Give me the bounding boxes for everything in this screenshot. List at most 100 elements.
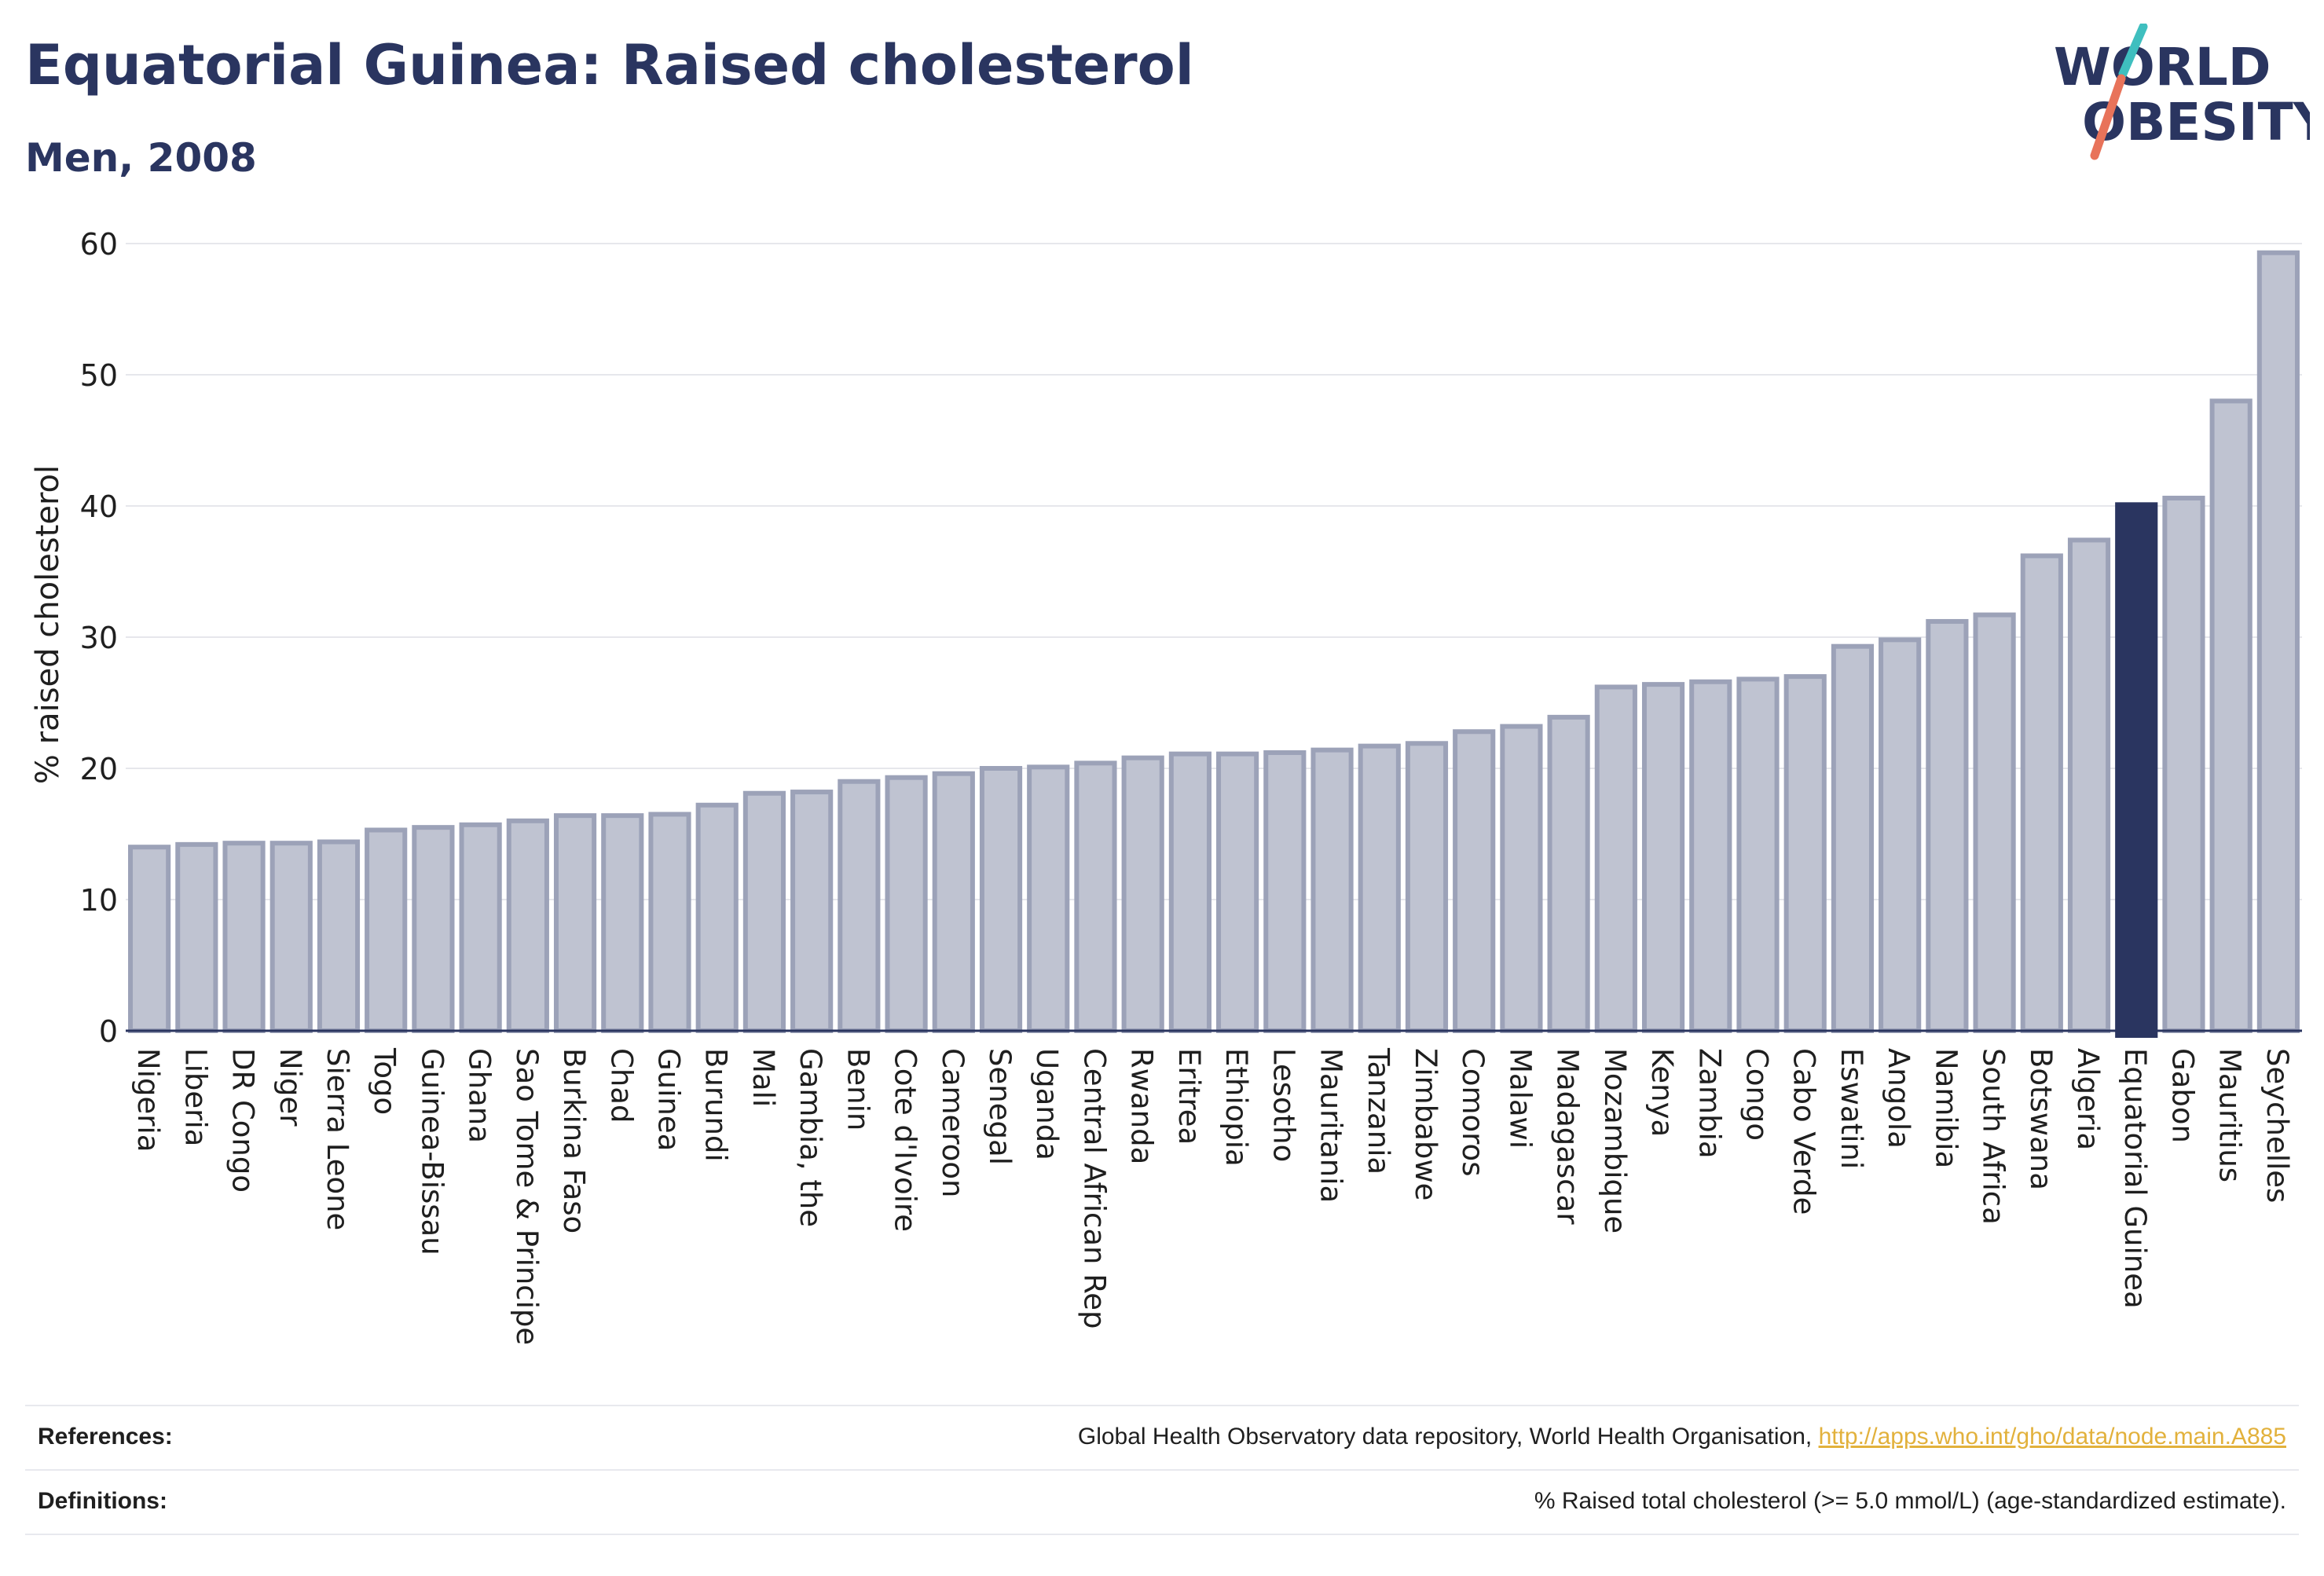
bar-zambia[interactable] — [1689, 679, 1732, 1034]
x-tick-label: Mozambique — [1598, 1048, 1632, 1233]
chart-subtitle: Men, 2008 — [25, 135, 257, 181]
bar-zimbabwe[interactable] — [1405, 741, 1449, 1034]
x-tick-label: Botswana — [2024, 1048, 2058, 1190]
bar-south-africa[interactable] — [1973, 612, 2016, 1033]
y-tick-label: 20 — [80, 752, 118, 786]
x-tick-label: Ghana — [463, 1048, 497, 1143]
x-tick-label: Kenya — [1645, 1048, 1679, 1137]
x-tick-label: Cabo Verde — [1787, 1048, 1821, 1215]
bar-guinea[interactable] — [648, 812, 691, 1033]
x-tick-label: Senegal — [983, 1048, 1017, 1165]
bar-cote-d-ivoire[interactable] — [885, 775, 928, 1033]
bar-eritrea[interactable] — [1168, 751, 1211, 1033]
bar-uganda[interactable] — [1027, 764, 1070, 1034]
x-tick-label: Angola — [1882, 1048, 1915, 1149]
logo-text-obesity: OBESITY — [2082, 92, 2310, 152]
bar-eswatini[interactable] — [1831, 643, 1875, 1033]
bar-congo[interactable] — [1736, 676, 1780, 1033]
x-tick-label: Nigeria — [131, 1048, 165, 1152]
x-tick-label: Congo — [1740, 1048, 1774, 1141]
bar-senegal[interactable] — [979, 766, 1023, 1033]
bar-nigeria[interactable] — [128, 845, 171, 1033]
references-value: Global Health Observatory data repositor… — [1078, 1424, 2286, 1450]
definitions-label: Definitions: — [38, 1488, 167, 1514]
bar-angola[interactable] — [1879, 637, 1922, 1034]
references-label: References: — [38, 1424, 173, 1450]
bar-guinea-bissau[interactable] — [412, 825, 455, 1034]
logo-slash-bottom — [2090, 74, 2126, 160]
bar-burundi[interactable] — [695, 802, 739, 1033]
chart-title: Equatorial Guinea: Raised cholesterol — [25, 33, 1194, 97]
y-tick-label: 10 — [80, 883, 118, 918]
x-tick-label: Zambia — [1692, 1048, 1726, 1159]
footer-divider — [25, 1534, 2299, 1535]
y-tick-label: 40 — [80, 489, 118, 524]
bar-algeria[interactable] — [2067, 537, 2111, 1033]
bar-cameroon[interactable] — [932, 771, 975, 1033]
x-tick-label: Tanzania — [1362, 1047, 1395, 1175]
x-tick-label: Sao Tome & Principe — [510, 1048, 544, 1345]
x-tick-label: Malawi — [1503, 1048, 1537, 1149]
y-tick-label: 50 — [80, 358, 118, 393]
bar-central-african-rep[interactable] — [1074, 761, 1117, 1033]
y-tick-label: 60 — [80, 227, 118, 262]
bar-cabo-verde[interactable] — [1783, 674, 1827, 1033]
x-tick-label: Chad — [604, 1048, 638, 1123]
bar-liberia[interactable] — [175, 841, 218, 1033]
bar-madagascar[interactable] — [1547, 714, 1590, 1033]
x-tick-label: Burkina Faso — [557, 1048, 591, 1233]
x-tick-label: DR Congo — [226, 1048, 260, 1193]
x-tick-label: Namibia — [1929, 1048, 1963, 1168]
x-tick-label: Madagascar — [1551, 1048, 1585, 1225]
x-tick-label: Togo — [368, 1047, 401, 1115]
bar-malawi[interactable] — [1500, 724, 1543, 1033]
bar-tanzania[interactable] — [1358, 743, 1401, 1033]
bar-dr-congo[interactable] — [222, 841, 266, 1033]
bar-sao-tome-principe[interactable] — [506, 818, 549, 1034]
bar-benin[interactable] — [838, 779, 881, 1033]
logo-text-world: WORLD — [2054, 37, 2271, 97]
bar-seychelles[interactable] — [2256, 250, 2300, 1033]
axes: 0 10 20 30 40 50 60 Nigeria Liberia DR Congo Niger… — [80, 227, 2302, 1345]
bar-ghana[interactable] — [459, 822, 502, 1034]
bar-kenya[interactable] — [1641, 682, 1685, 1033]
bar-botswana[interactable] — [2020, 553, 2063, 1033]
x-tick-label: Mali — [746, 1048, 780, 1107]
bar-ethiopia[interactable] — [1216, 751, 1259, 1033]
bar-gabon[interactable] — [2162, 495, 2205, 1033]
x-tick-label: South Africa — [1977, 1048, 2011, 1225]
references-text: Global Health Observatory data repositor… — [1077, 1424, 1813, 1450]
bar-sierra-leone[interactable] — [317, 839, 361, 1034]
x-tick-label: Benin — [841, 1048, 874, 1131]
bar-burkina-faso[interactable] — [553, 813, 597, 1033]
bars — [128, 250, 2300, 1038]
x-tick-label: Mauritius — [2213, 1048, 2247, 1182]
y-tick-label: 0 — [99, 1014, 118, 1049]
bar-niger[interactable] — [269, 841, 313, 1033]
y-tick-label: 30 — [80, 621, 118, 655]
references-row: References: Global Health Observatory da… — [25, 1405, 2299, 1469]
x-tick-label: Cote d'Ivoire — [889, 1048, 922, 1232]
bar-mozambique[interactable] — [1594, 684, 1637, 1034]
bar-comoros[interactable] — [1453, 729, 1496, 1033]
x-tick-label: Central African Rep — [1077, 1048, 1111, 1329]
x-tick-label: Gambia, the — [794, 1048, 827, 1227]
bar-chad[interactable] — [601, 813, 644, 1033]
definitions-value: % Raised total cholesterol (>= 5.0 mmol/… — [1534, 1488, 2286, 1514]
x-tick-label: Rwanda — [1125, 1048, 1159, 1164]
x-tick-label: Equatorial Guinea — [2118, 1048, 2152, 1309]
logo-slash-top — [2118, 24, 2148, 79]
bar-namibia[interactable] — [1926, 618, 1969, 1033]
bar-rwanda[interactable] — [1121, 755, 1164, 1033]
bar-mali[interactable] — [742, 790, 786, 1033]
bar-lesotho[interactable] — [1263, 750, 1307, 1034]
x-tick-label: Sierra Leone — [321, 1048, 354, 1230]
x-tick-label: Niger — [273, 1048, 307, 1127]
bar-mauritius[interactable] — [2209, 398, 2253, 1033]
bar-mauritania[interactable] — [1310, 747, 1354, 1033]
references-link[interactable]: http://apps.who.int/gho/data/node.main.A… — [1818, 1424, 2286, 1450]
bar-chart: 0 10 20 30 40 50 60 Nigeria Liberia DR Congo Niger… — [30, 227, 2302, 1345]
bar-togo[interactable] — [365, 827, 408, 1033]
bar-gambia-the[interactable] — [790, 790, 834, 1033]
bar-equatorial-guinea[interactable] — [2115, 502, 2158, 1038]
